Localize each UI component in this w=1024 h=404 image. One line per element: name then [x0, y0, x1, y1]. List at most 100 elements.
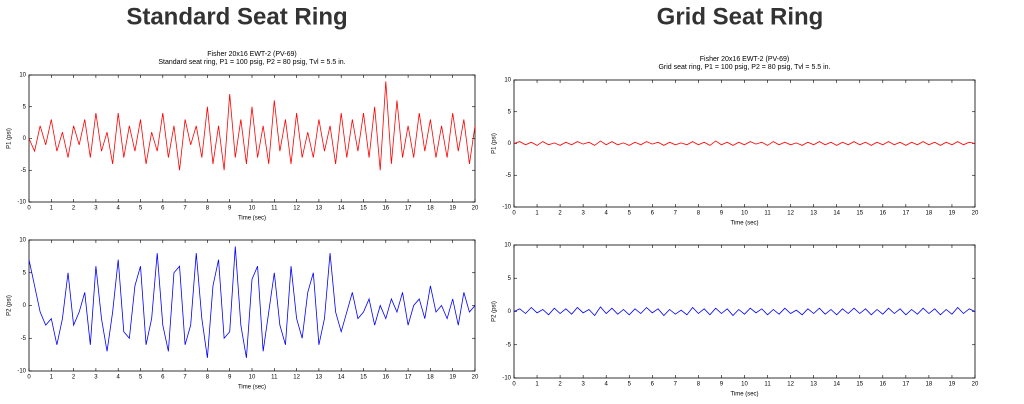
x-tick-label: 4: [605, 382, 609, 388]
x-tick-label: 16: [382, 375, 389, 381]
x-tick-label: 19: [449, 206, 456, 212]
x-tick-label: 7: [674, 382, 678, 388]
x-tick-label: 19: [449, 375, 456, 381]
x-tick-label: 5: [628, 211, 632, 217]
y-tick-label: -5: [21, 336, 27, 342]
x-tick-label: 17: [405, 375, 412, 381]
x-tick-label: 16: [879, 211, 886, 217]
y-axis-label: P1 (psi): [7, 128, 13, 149]
x-tick-label: 2: [558, 211, 562, 217]
x-tick-label: 6: [651, 382, 655, 388]
data-line: [513, 306, 976, 317]
x-tick-label: 8: [206, 206, 210, 212]
x-tick-label: 6: [161, 206, 165, 212]
x-tick-label: 6: [161, 375, 165, 381]
x-tick-label: 4: [117, 375, 121, 381]
y-tick-label: 0: [508, 309, 512, 315]
x-axis-label: Time (sec): [730, 392, 758, 398]
x-tick-label: 17: [405, 206, 412, 212]
x-tick-label: 0: [27, 206, 31, 212]
x-tick-label: 9: [720, 211, 724, 217]
x-tick-label: 13: [316, 206, 323, 212]
x-axis-label: Time (sec): [238, 385, 266, 391]
chart-title: Fisher 20x16 EWT-2 (PV-69): [700, 56, 789, 63]
x-tick-label: 11: [271, 375, 278, 381]
plot-frame: [513, 244, 976, 379]
x-tick-label: 7: [183, 206, 187, 212]
plot-frame: [28, 74, 476, 203]
data-line: [513, 140, 976, 146]
heading: Standard Seat Ring: [126, 3, 347, 30]
x-tick-label: 14: [833, 211, 840, 217]
x-tick-label: 11: [271, 206, 278, 212]
y-tick-label: 10: [19, 238, 26, 244]
x-tick-label: 11: [764, 382, 771, 388]
x-tick-label: 19: [949, 382, 956, 388]
y-axis-label: P1 (psi): [492, 133, 498, 154]
x-tick-label: 18: [926, 382, 933, 388]
data-line: [28, 81, 476, 171]
x-tick-label: 8: [697, 211, 701, 217]
y-tick-label: 5: [23, 270, 27, 276]
x-tick-label: 3: [581, 211, 585, 217]
x-tick-label: 9: [228, 206, 232, 212]
x-tick-label: 19: [949, 211, 956, 217]
x-axis-label: Time (sec): [238, 216, 266, 222]
x-tick-label: 0: [27, 375, 31, 381]
y-tick-label: -10: [502, 376, 511, 382]
x-tick-label: 20: [472, 375, 479, 381]
x-tick-label: 20: [472, 206, 479, 212]
x-tick-label: 11: [764, 211, 771, 217]
x-tick-label: 20: [972, 211, 979, 217]
x-tick-label: 13: [810, 211, 817, 217]
x-tick-label: 13: [810, 382, 817, 388]
x-tick-label: 20: [972, 382, 979, 388]
x-tick-label: 10: [249, 206, 256, 212]
y-tick-label: -5: [21, 168, 27, 174]
y-tick-label: 10: [504, 78, 511, 84]
x-tick-label: 1: [50, 375, 54, 381]
y-tick-label: 0: [23, 303, 27, 309]
x-tick-label: 1: [535, 382, 539, 388]
x-tick-label: 10: [249, 375, 256, 381]
x-tick-label: 12: [787, 211, 794, 217]
y-axis-label: P2 (psi): [7, 295, 13, 316]
y-tick-label: 0: [23, 136, 27, 142]
x-tick-label: 2: [558, 382, 562, 388]
plot-frame: [513, 79, 976, 208]
x-tick-label: 8: [206, 375, 210, 381]
x-tick-label: 1: [50, 206, 54, 212]
x-tick-label: 12: [787, 382, 794, 388]
x-tick-label: 10: [741, 382, 748, 388]
x-tick-label: 7: [674, 211, 678, 217]
heading: Grid Seat Ring: [657, 3, 824, 30]
x-tick-label: 15: [360, 375, 367, 381]
y-tick-label: 5: [508, 109, 512, 115]
x-tick-label: 2: [72, 375, 76, 381]
x-tick-label: 8: [697, 382, 701, 388]
y-tick-label: -10: [17, 369, 26, 375]
y-tick-label: -10: [17, 200, 26, 206]
x-tick-label: 0: [512, 382, 516, 388]
chart-subtitle: Standard seat ring, P1 = 100 psig, P2 = …: [158, 59, 345, 66]
chart-title: Fisher 20x16 EWT-2 (PV-69): [207, 51, 296, 58]
x-tick-label: 18: [427, 206, 434, 212]
x-tick-label: 12: [293, 206, 300, 212]
x-tick-label: 0: [512, 211, 516, 217]
chart-subtitle: Grid seat ring, P1 = 100 psig, P2 = 80 p…: [658, 64, 830, 71]
x-tick-label: 14: [338, 206, 345, 212]
x-tick-label: 17: [903, 211, 910, 217]
x-tick-label: 14: [338, 375, 345, 381]
x-tick-label: 16: [879, 382, 886, 388]
x-tick-label: 1: [535, 211, 539, 217]
y-tick-label: -10: [502, 205, 511, 211]
x-tick-label: 15: [360, 206, 367, 212]
x-tick-label: 9: [228, 375, 232, 381]
x-tick-label: 5: [628, 382, 632, 388]
x-tick-label: 5: [139, 375, 143, 381]
y-tick-label: 10: [19, 73, 26, 79]
x-tick-label: 17: [903, 382, 910, 388]
y-tick-label: -5: [506, 173, 512, 179]
x-tick-label: 15: [856, 211, 863, 217]
